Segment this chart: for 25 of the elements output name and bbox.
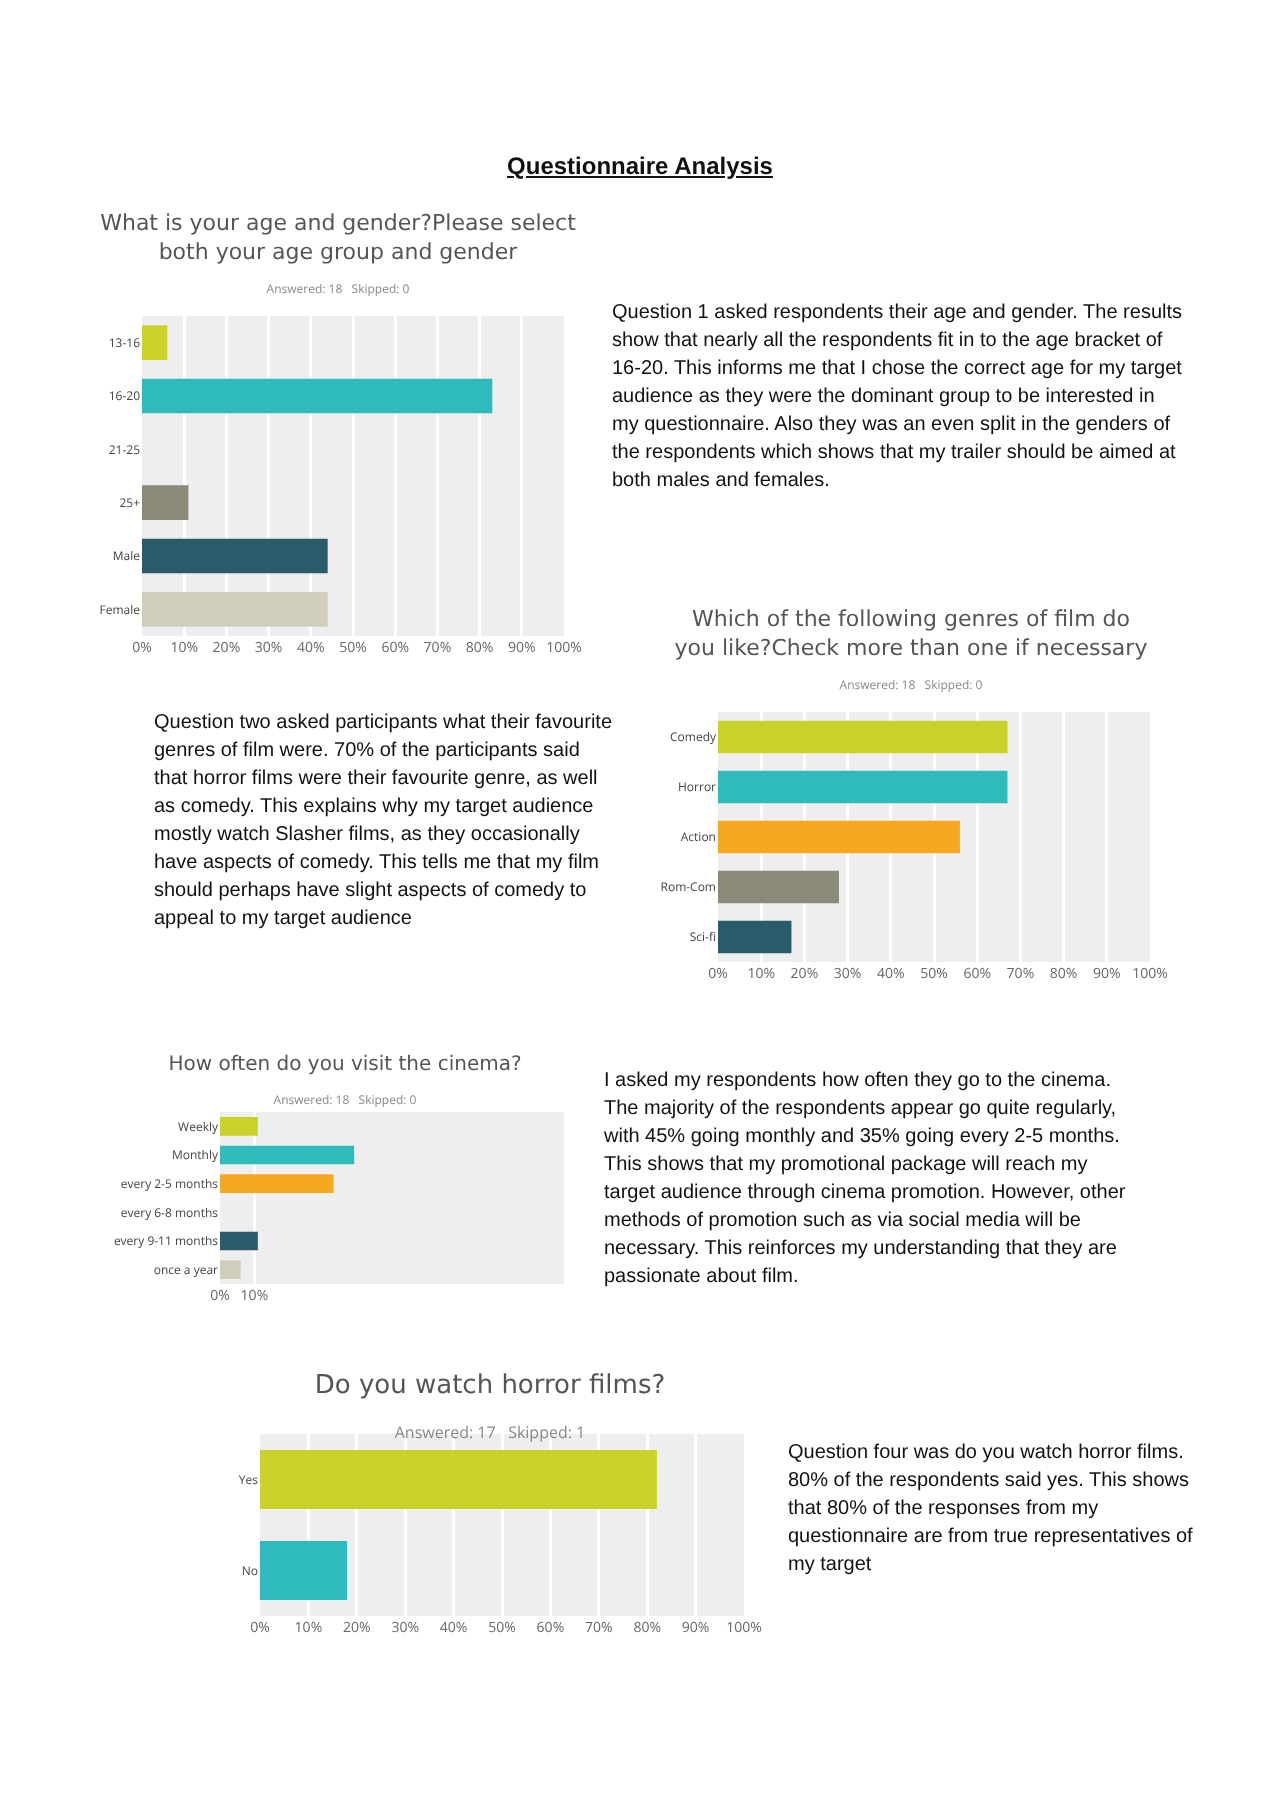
bar — [718, 820, 960, 854]
bar — [142, 538, 328, 574]
bar — [142, 325, 168, 360]
text: I asked my respondents how often they go to the cinema. The majority of the respondents appear go quite regularly, with 45% going monthly and 35% going every 2-5 months. This shows that my promotional package will reach my target audience through cinema promotion. However, other methods of promotion such as via social media will be necessary. This reinforces my understanding that they are passionate about film. — [604, 1068, 1128, 1292]
text: Question two asked participants what their favourite genres of film were. 70% of the participants said that horror films were their favourite genre, as well as comedy. This explains why my target audience mostly watch Slasher films, as they occasionally have aspects of comedy. This tells me that my film should perhaps have slight aspects of comedy to appeal to my target audience — [154, 710, 615, 934]
bar — [142, 592, 328, 627]
bar — [220, 1145, 355, 1165]
chart-title: Which of the following genres of film do you like?Check more than one if necessary — [674, 606, 1149, 661]
bar — [220, 1117, 258, 1136]
chart-title: Do you watch horror films? — [314, 1371, 666, 1402]
text: Questionnaire Analysis — [505, 152, 775, 180]
chart-title: How often do you visit the cinema? — [168, 1054, 522, 1076]
bar — [718, 770, 1008, 804]
bar — [718, 870, 839, 904]
bar — [142, 378, 493, 414]
bar — [718, 920, 792, 954]
chart-title: What is your age and gender?Please select both your age group and gender — [100, 210, 578, 265]
bar — [718, 720, 1008, 754]
text: Question four was do you watch horror films. 80% of the respondents said yes. This shows that 80% of the responses from my questionnaire are from true representatives of my target — [788, 1440, 1195, 1580]
bar — [220, 1231, 258, 1251]
bar — [142, 485, 189, 520]
bar — [220, 1174, 334, 1193]
text: Question 1 asked respondents their age and gender. The results show that nearly all the respondents fit in to the age bracket of 16-20. This informs me that I chose the correct age for my target audience as they were the dominant group to be interested in my questionnaire. Also they was an even split in the genders of the respondents which shows that my trailer should be aimed at both males and females. — [612, 300, 1183, 496]
bar — [220, 1260, 241, 1279]
chart-subtitle: Answered: 17 Skipped: 1 — [394, 1422, 586, 1445]
